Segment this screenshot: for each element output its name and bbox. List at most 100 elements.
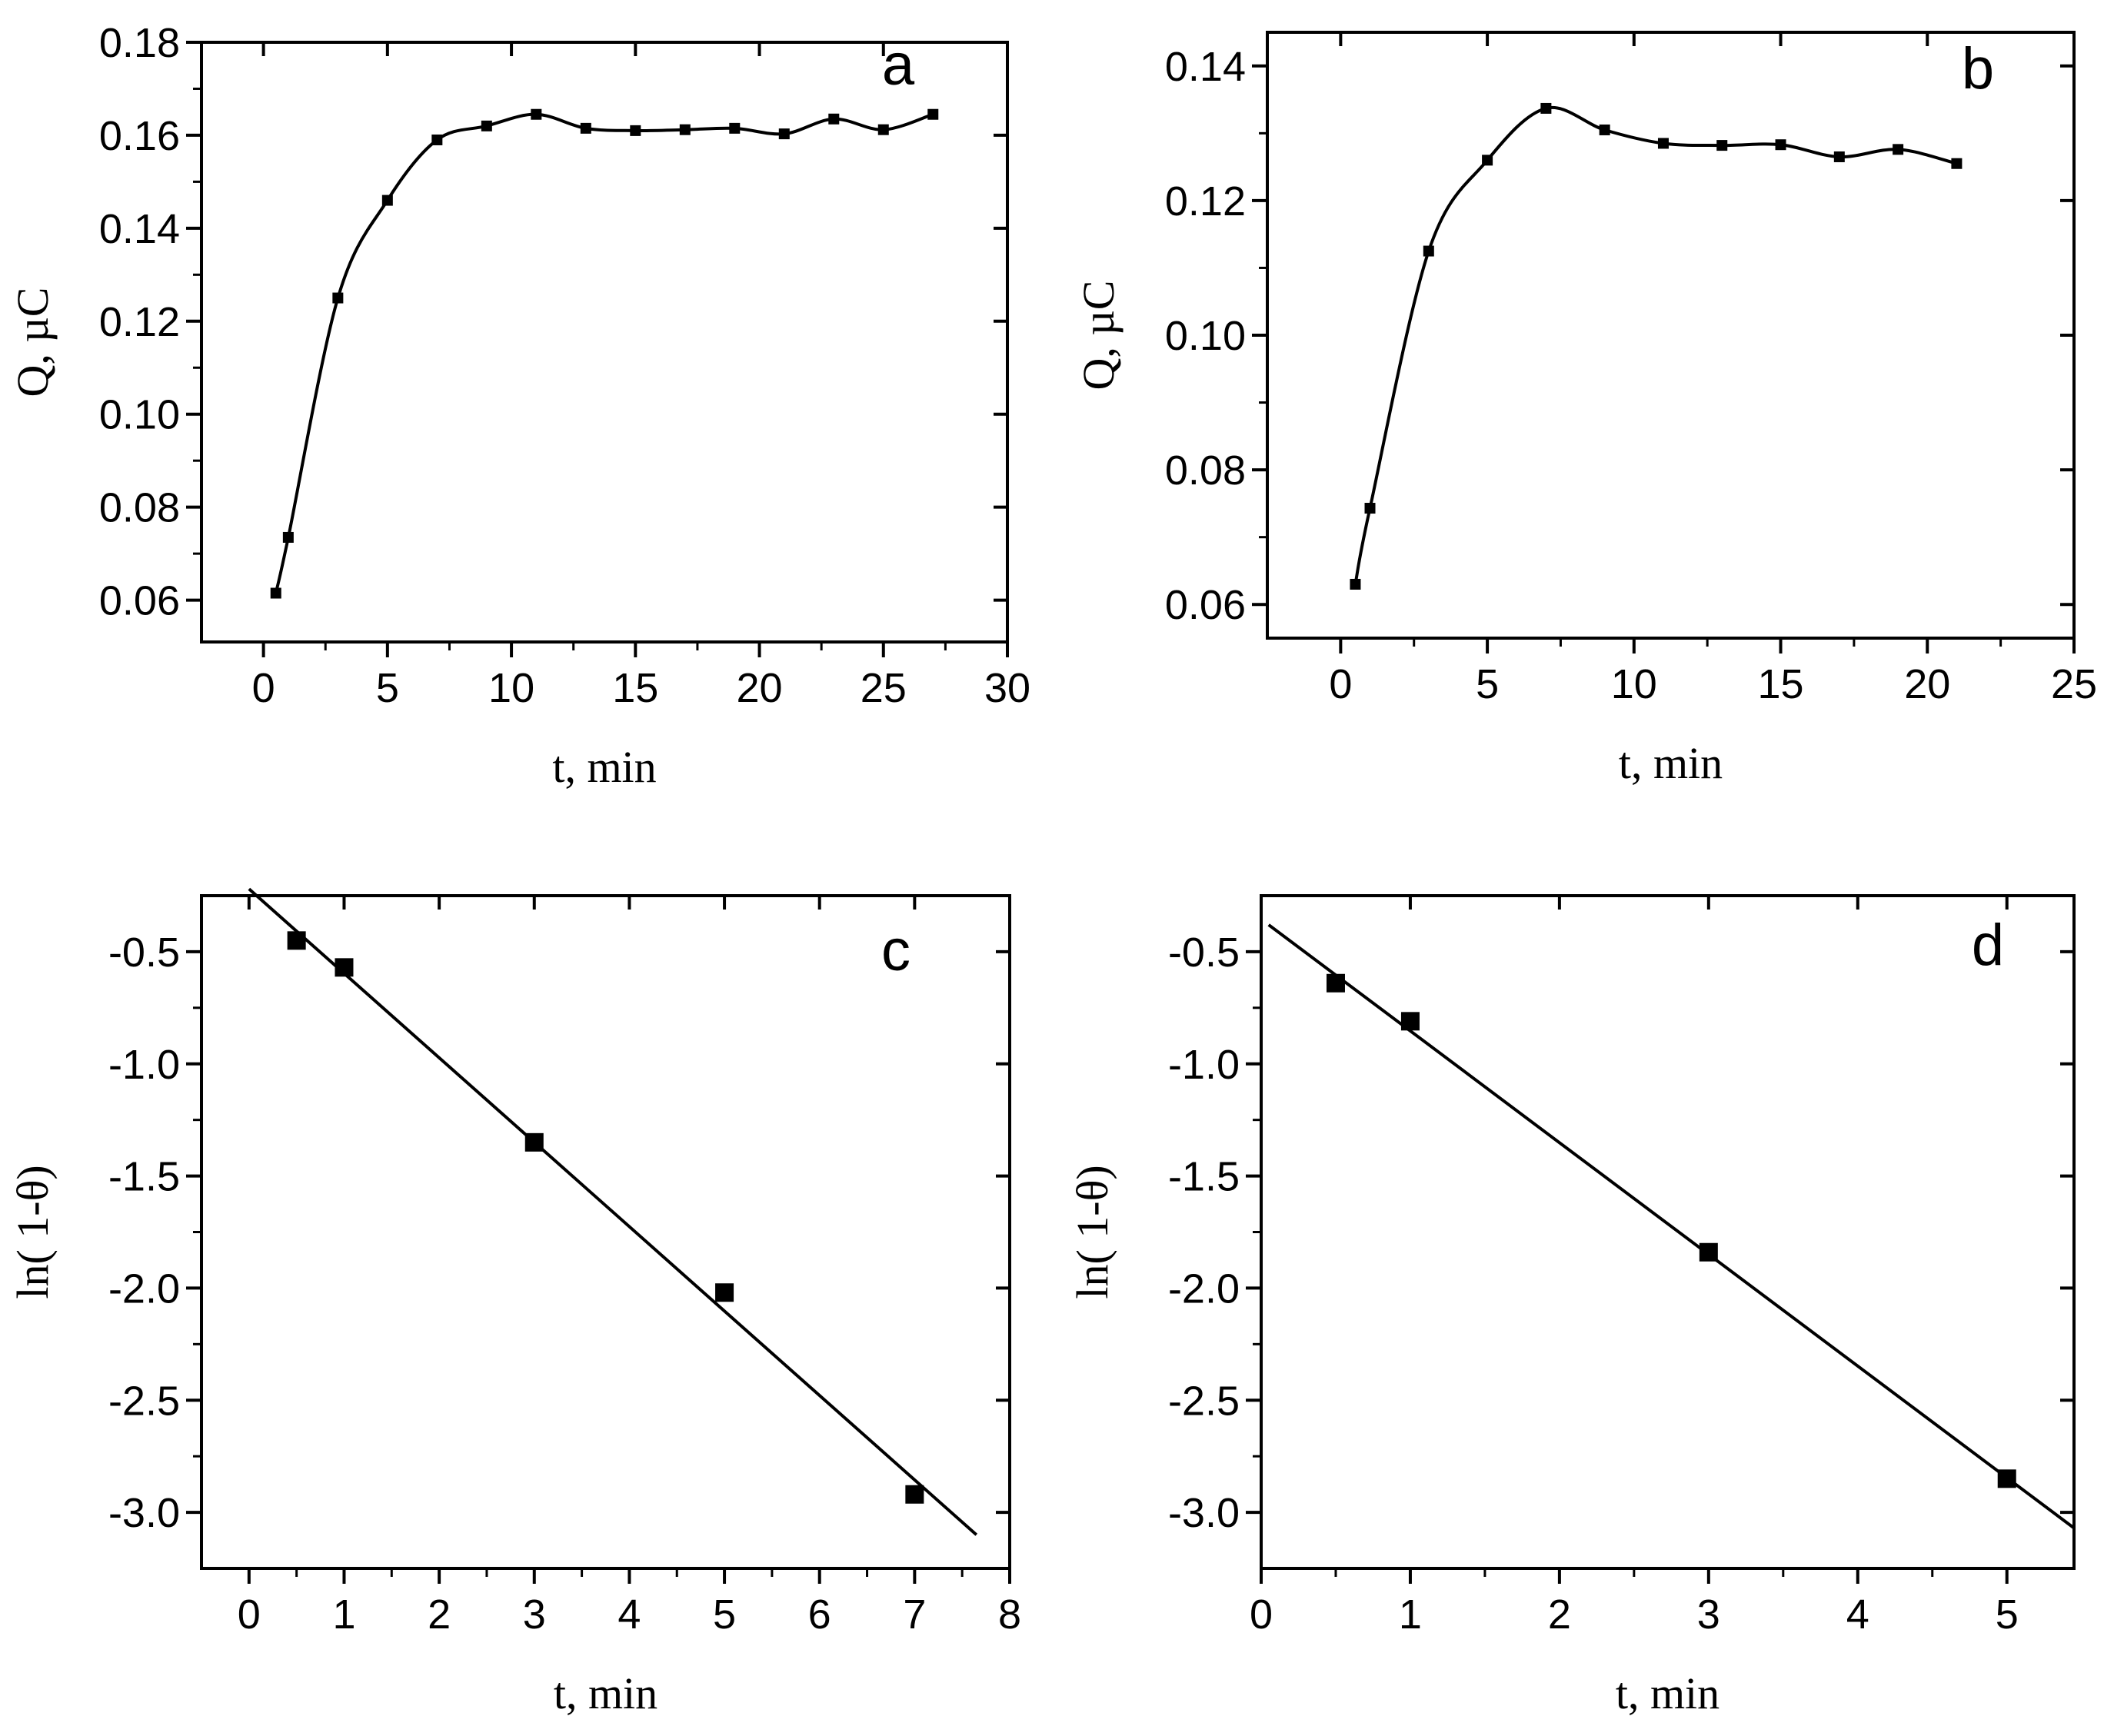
y-tick-label: -1.5	[108, 1154, 180, 1200]
fit-curve	[1353, 105, 1957, 585]
data-point	[679, 124, 691, 135]
y-tick-label: 0.14	[99, 206, 180, 252]
data-point	[1716, 140, 1728, 151]
x-tick-label: 10	[1611, 661, 1657, 707]
data-point	[1833, 151, 1845, 162]
x-axis-label: t, min	[552, 742, 656, 792]
y-tick-label: -1.0	[1168, 1042, 1240, 1088]
x-tick-label: 20	[1904, 661, 1950, 707]
data-point	[1997, 1469, 2016, 1488]
x-tick-label: 5	[1996, 1591, 2019, 1638]
data-point	[481, 120, 492, 131]
data-point	[1400, 1012, 1420, 1031]
x-tick-label: 3	[523, 1591, 546, 1638]
x-axis-label: t, min	[1619, 738, 1723, 788]
x-tick-label: 0	[1329, 661, 1352, 707]
data-point	[270, 587, 281, 599]
x-tick-label: 3	[1697, 1591, 1720, 1638]
y-tick-label: -2.0	[108, 1265, 180, 1312]
x-tick-label: 15	[612, 665, 658, 711]
data-point	[531, 108, 542, 120]
y-tick-label: 0.10	[1165, 313, 1246, 359]
y-tick-label: 0.16	[99, 113, 180, 159]
y-tick-label: 0.06	[99, 578, 180, 624]
x-tick-label: 20	[736, 665, 782, 711]
y-tick-label: 0.18	[99, 20, 180, 66]
x-tick-label: 7	[903, 1591, 926, 1638]
fit-line	[248, 887, 978, 1536]
data-point	[1951, 158, 1963, 169]
data-point	[1364, 503, 1376, 514]
data-point	[1699, 1242, 1718, 1262]
plot-frame	[200, 41, 1009, 644]
y-tick-label: 0.14	[1165, 44, 1246, 90]
data-point	[828, 113, 840, 125]
x-tick-label: 15	[1758, 661, 1804, 707]
y-tick-label: -3.0	[1168, 1490, 1240, 1536]
y-tick-label: -2.5	[108, 1378, 180, 1424]
x-tick-label: 2	[428, 1591, 451, 1638]
data-point	[381, 195, 393, 206]
data-point	[580, 122, 591, 134]
data-point	[905, 1485, 924, 1504]
x-tick-label: 1	[332, 1591, 355, 1638]
chart-panel-b: 0 5 10 15 20 25 0.06 0.08 0.10 0.12 0.14 t, min Q, µ…	[1074, 31, 2097, 788]
y-tick-label: -2.5	[1168, 1378, 1240, 1424]
data-point	[1775, 139, 1786, 151]
x-tick-label: 2	[1548, 1591, 1571, 1638]
x-axis-label: t, min	[554, 1668, 658, 1718]
data-point	[729, 122, 741, 134]
x-tick-label: 0	[1250, 1591, 1273, 1638]
data-point	[1326, 973, 1345, 993]
chart-panel-c: 0 1 2 3 4 5 6 7 8 -3.0 -2.5 -2.0 -1.5 -1.0 -0.5 t, min l…	[8, 887, 1021, 1718]
x-tick-label: 25	[2051, 661, 2097, 707]
data-point	[332, 292, 344, 304]
y-tick-label: -2.0	[1168, 1265, 1240, 1312]
chart-panel-d: 0 1 2 3 4 5 -3.0 -2.5 -2.0 -1.5 -1.0 -0.5 t, min ln( …	[1067, 894, 2076, 1718]
x-tick-label: 10	[488, 665, 534, 711]
data-point	[778, 128, 790, 140]
x-tick-label: 5	[713, 1591, 736, 1638]
y-tick-label: 0.08	[1165, 447, 1246, 494]
data-point	[1540, 102, 1552, 114]
y-tick-label: 0.06	[1165, 582, 1246, 628]
x-tick-label: 5	[1476, 661, 1499, 707]
x-tick-label: 4	[618, 1591, 641, 1638]
panel-letter: d	[1972, 913, 2004, 978]
y-tick-label: 0.08	[99, 485, 180, 531]
data-point	[877, 124, 889, 135]
x-tick-label: 1	[1399, 1591, 1422, 1638]
data-point	[524, 1132, 544, 1152]
plot-frame	[1266, 31, 2076, 640]
x-tick-label: 8	[998, 1591, 1021, 1638]
y-tick-label: 0.12	[99, 299, 180, 345]
x-tick-label: 0	[238, 1591, 261, 1638]
y-axis-label: Q, µC	[1074, 281, 1124, 391]
panel-letter: c	[881, 918, 911, 983]
data-point	[335, 958, 354, 977]
data-point	[287, 931, 306, 950]
data-point	[630, 125, 641, 136]
y-tick-label: -1.0	[108, 1042, 180, 1088]
data-point	[1893, 144, 1904, 155]
chart-panel-a: 0 5 10 15 20 25 30 0.06 0.08 0.10 0.12 0.14 0.16 0.18…	[8, 20, 1030, 792]
data-point	[715, 1283, 734, 1302]
data-point	[1423, 245, 1434, 257]
y-axis-label: ln( 1-θ)	[8, 1165, 58, 1299]
x-tick-label: 30	[984, 665, 1030, 711]
y-tick-label: -0.5	[1168, 930, 1240, 976]
x-tick-label: 25	[861, 665, 907, 711]
data-point	[1482, 155, 1493, 166]
fit-curve	[274, 112, 934, 594]
y-axis-label: ln( 1-θ)	[1067, 1165, 1117, 1299]
y-tick-label: -0.5	[108, 930, 180, 976]
y-axis-label: Q, µC	[8, 288, 58, 397]
data-point	[927, 108, 939, 120]
x-tick-label: 6	[808, 1591, 831, 1638]
data-point	[431, 134, 443, 145]
data-point	[1599, 124, 1610, 135]
fit-line	[1267, 923, 2076, 1530]
x-tick-label: 0	[252, 665, 275, 711]
y-tick-label: -3.0	[108, 1490, 180, 1536]
